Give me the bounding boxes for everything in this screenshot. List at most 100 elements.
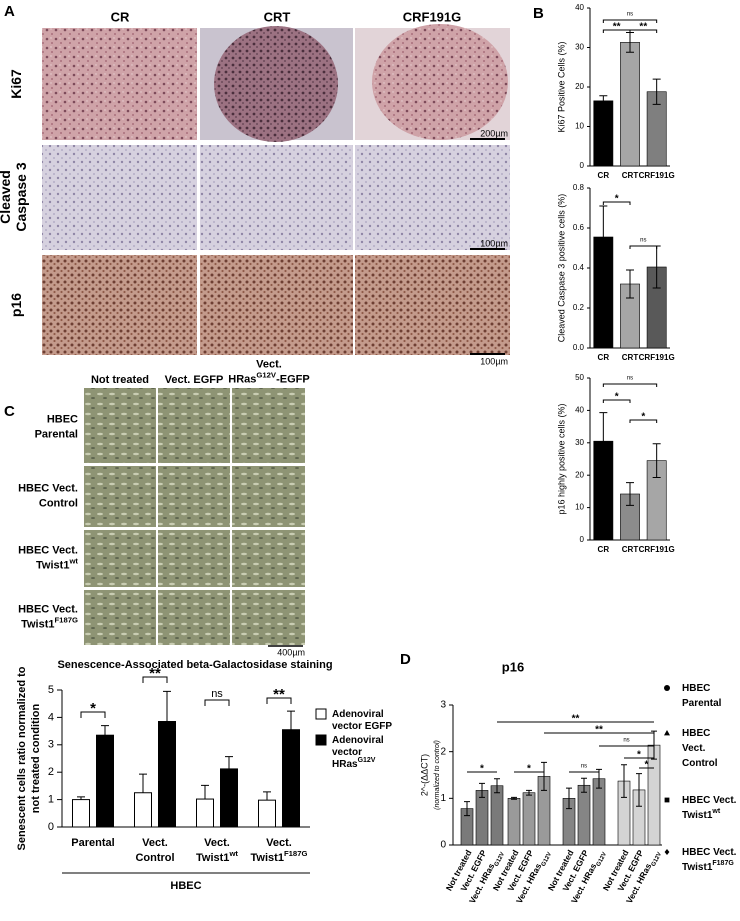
label-part: HBEC bbox=[47, 413, 78, 425]
label-part: Parental bbox=[71, 837, 114, 849]
error-bar bbox=[77, 796, 85, 800]
error-bar bbox=[263, 791, 271, 801]
label-part: Twist1 bbox=[36, 559, 69, 571]
significance-label: ** bbox=[273, 686, 285, 703]
y-tick-label: 3 bbox=[440, 700, 446, 711]
label-part: G12V bbox=[595, 851, 607, 867]
significance-label: ** bbox=[149, 665, 161, 682]
micrographs-c bbox=[84, 388, 305, 647]
scale-label: 400µm bbox=[277, 647, 305, 657]
scale-label: 100µm bbox=[480, 356, 508, 366]
micrograph bbox=[232, 530, 305, 587]
row-label: HBEC Vect. Control bbox=[18, 482, 78, 509]
y-tick-label: 40 bbox=[575, 406, 584, 415]
significance-bracket bbox=[266, 697, 292, 704]
legend-label: Adenoviral vector HRasG12V bbox=[332, 735, 384, 770]
significance-label: ns bbox=[623, 738, 629, 744]
significance-label: ns bbox=[211, 688, 223, 700]
x-tick-label: Vect. Twist1wt bbox=[196, 837, 238, 864]
x-tick-label: Vect. Control bbox=[135, 837, 174, 864]
error-bar bbox=[599, 412, 608, 471]
x-tick-label: CR bbox=[598, 353, 610, 362]
label-part: HRas bbox=[228, 373, 256, 385]
y-tick-label: 0.4 bbox=[573, 263, 585, 272]
scale-label: 100µm bbox=[480, 238, 508, 248]
legend-marker bbox=[664, 685, 670, 691]
y-tick-label: 0.8 bbox=[573, 183, 585, 192]
error-bar bbox=[626, 269, 634, 299]
label-part: G12V bbox=[256, 370, 277, 379]
y-tick-label: 30 bbox=[575, 438, 584, 447]
error-bar bbox=[511, 796, 517, 800]
micrograph bbox=[200, 145, 353, 250]
label-part: Vect. bbox=[266, 837, 292, 849]
label-part: p16 bbox=[8, 293, 24, 317]
label-part: not treated condition bbox=[30, 704, 42, 814]
label-part: vector EGFP bbox=[332, 721, 392, 732]
micrograph bbox=[355, 145, 510, 250]
row-label: p16 bbox=[8, 293, 24, 317]
x-tick-label: CRT bbox=[622, 171, 639, 180]
micrograph bbox=[84, 388, 156, 463]
micrograph bbox=[42, 255, 197, 355]
label-part: Cleaved bbox=[0, 170, 13, 224]
column-header: CR bbox=[111, 9, 130, 24]
bar bbox=[507, 798, 521, 846]
bar bbox=[134, 792, 152, 828]
error-bar bbox=[596, 768, 602, 789]
label-part: HBEC Vect. bbox=[682, 795, 737, 806]
label-part: HBEC Vect. bbox=[18, 544, 78, 556]
label-part: F187G bbox=[284, 849, 308, 858]
significance-label: * bbox=[480, 764, 484, 775]
x-tick-label: CRF191G bbox=[639, 545, 675, 554]
significance-label: * bbox=[645, 760, 649, 771]
bar bbox=[577, 784, 591, 846]
panel-label: C bbox=[4, 403, 15, 420]
y-tick-label: 0 bbox=[440, 840, 446, 851]
label-part: G12V bbox=[650, 851, 662, 867]
significance-bracket bbox=[602, 201, 631, 205]
label-part: wt bbox=[228, 849, 238, 858]
error-bar bbox=[566, 787, 572, 810]
significance-bracket bbox=[629, 245, 658, 249]
column-header: Vect. EGFP bbox=[165, 374, 224, 386]
label-part: HBEC bbox=[682, 683, 710, 694]
y-tick-label: 2 bbox=[48, 766, 54, 778]
error-bar bbox=[225, 756, 233, 769]
legend-label: HBEC Parental bbox=[682, 683, 722, 709]
y-tick-label: 40 bbox=[575, 3, 584, 12]
legend-label: HBEC Vect. Twist1wt bbox=[682, 795, 737, 821]
column-header: Vect. HRasG12V-EGFP bbox=[228, 358, 309, 385]
label-part: HRas bbox=[332, 759, 358, 770]
label-part: Control bbox=[39, 497, 78, 509]
error-bar bbox=[621, 764, 627, 798]
row-label: CleavedCaspase 3 bbox=[0, 162, 29, 231]
chart-title: Senescence-Associated beta-Galactosidase… bbox=[57, 659, 332, 671]
panel-label: A bbox=[4, 3, 15, 20]
y-axis-label: p16 highly positive cells (%) bbox=[556, 403, 566, 514]
row-label: Ki67 bbox=[8, 69, 24, 99]
label-part: Adenoviral bbox=[332, 735, 384, 746]
bar bbox=[592, 778, 606, 846]
label-part: Senescent cells ratio normalized to bbox=[16, 666, 28, 850]
row-label: HBEC Vect. Twist1F187G bbox=[18, 603, 78, 630]
y-tick-label: 10 bbox=[575, 122, 584, 131]
bar bbox=[72, 799, 90, 828]
bar bbox=[220, 768, 238, 828]
bar bbox=[96, 734, 114, 828]
y-tick-label: 0 bbox=[580, 535, 585, 544]
label-part: HBEC Vect. bbox=[18, 603, 78, 615]
micrograph bbox=[355, 255, 510, 355]
panel-label: B bbox=[533, 5, 544, 22]
legend-marker bbox=[664, 849, 670, 855]
significance-label: * bbox=[527, 764, 531, 775]
y-tick-label: 5 bbox=[48, 684, 54, 696]
micrograph bbox=[158, 530, 230, 587]
label-part: wt bbox=[68, 556, 78, 565]
significance-bracket bbox=[602, 399, 631, 403]
micrograph bbox=[232, 466, 305, 527]
legend-label: HBEC Vect. Control bbox=[682, 728, 718, 769]
significance-label: * bbox=[90, 700, 96, 717]
significance-bracket bbox=[629, 29, 658, 33]
micrograph bbox=[158, 590, 230, 645]
